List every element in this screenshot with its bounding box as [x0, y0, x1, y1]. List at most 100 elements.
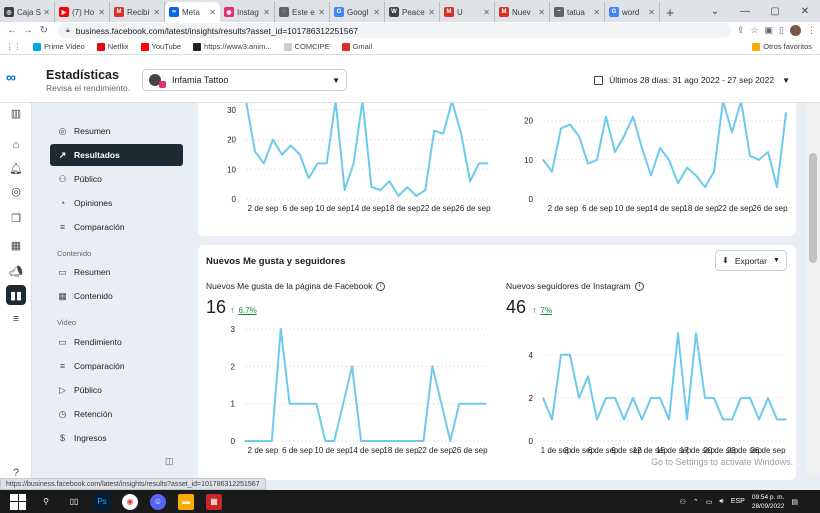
account-selector[interactable]: Infamia Tattoo ▼ [142, 69, 347, 91]
data-point[interactable] [413, 440, 416, 442]
data-point[interactable] [551, 418, 553, 421]
tab-close-icon[interactable]: ✕ [373, 7, 380, 17]
data-point[interactable] [731, 418, 733, 421]
bookmark-item[interactable]: Gmail [341, 42, 372, 51]
file-explorer-icon[interactable]: ▬ [178, 493, 194, 510]
data-point[interactable] [431, 365, 434, 367]
data-point[interactable] [704, 397, 706, 399]
language-indicator[interactable]: ESP [730, 498, 745, 505]
data-point[interactable] [695, 174, 697, 177]
calendar-grid-icon[interactable]: ▦ [10, 239, 22, 252]
data-point[interactable] [668, 159, 670, 161]
data-point[interactable] [244, 440, 246, 442]
tab-close-icon[interactable]: ✕ [43, 7, 50, 17]
scrollbar-thumb[interactable] [809, 153, 817, 263]
data-point[interactable] [614, 151, 616, 153]
sidebar-item[interactable]: ⚇ Público [50, 168, 183, 190]
sidebar-item[interactable]: ◷ Retención [50, 403, 183, 425]
tab-close-icon[interactable]: ✕ [209, 7, 216, 17]
data-point[interactable] [569, 354, 571, 356]
sidebar-item[interactable]: ▦ Contenido [50, 285, 183, 307]
data-point[interactable] [569, 123, 571, 126]
tools-icon[interactable]: ▥ [10, 107, 22, 120]
content-icon[interactable]: ❐ [11, 212, 21, 225]
data-point[interactable] [388, 180, 391, 182]
data-point[interactable] [422, 440, 425, 442]
task-view-icon[interactable]: ▯▯ [69, 497, 79, 506]
data-point[interactable] [397, 195, 399, 197]
all-tools-icon[interactable]: ≡ [12, 313, 20, 325]
bookmark-item[interactable]: https://www3.anim... [193, 42, 272, 51]
profile-avatar[interactable] [790, 25, 801, 36]
data-point[interactable] [605, 116, 607, 118]
data-point[interactable] [686, 167, 688, 169]
data-point[interactable] [308, 177, 310, 179]
data-point[interactable] [370, 186, 373, 188]
maximize-icon[interactable]: ▢ [770, 5, 780, 17]
browser-tab[interactable]: ◎ Caja S ✕ [0, 2, 55, 22]
export-button[interactable]: ⬇ Exportar ▼ [715, 250, 787, 271]
data-point[interactable] [326, 162, 328, 164]
ads-icon[interactable]: 📣︎ [9, 265, 23, 278]
data-point[interactable] [587, 163, 589, 165]
data-point[interactable] [396, 440, 398, 442]
app-icon[interactable]: ▦ [206, 493, 222, 510]
collapse-sidebar-icon[interactable]: ◫ [165, 456, 174, 466]
reload-icon[interactable]: ↻ [39, 25, 49, 36]
data-point[interactable] [433, 130, 435, 132]
data-point[interactable] [253, 440, 255, 442]
browser-tab[interactable]: M Nuev ✕ [495, 2, 550, 22]
data-point[interactable] [289, 403, 291, 405]
sidebar-item[interactable]: ▭ Resumen [50, 261, 183, 283]
data-point[interactable] [623, 135, 625, 137]
sidebar-item[interactable]: ◔ Opiniones [50, 192, 183, 214]
data-point[interactable] [440, 403, 442, 405]
data-point[interactable] [560, 127, 562, 130]
extension-icon[interactable]: ▣ [764, 25, 774, 35]
data-point[interactable] [713, 170, 715, 173]
data-point[interactable] [290, 144, 292, 147]
data-point[interactable] [415, 195, 417, 197]
tab-close-icon[interactable]: ✕ [98, 7, 105, 17]
data-point[interactable] [542, 397, 544, 399]
browser-tab[interactable]: G Googl ✕ [330, 2, 385, 22]
photoshop-icon[interactable]: Ps [94, 493, 110, 510]
data-point[interactable] [469, 180, 471, 182]
tab-close-icon[interactable]: ✕ [593, 7, 600, 17]
data-point[interactable] [315, 403, 318, 405]
tab-close-icon[interactable]: ✕ [648, 7, 655, 17]
data-point[interactable] [596, 159, 598, 161]
data-point[interactable] [695, 332, 697, 334]
data-point[interactable] [387, 440, 389, 442]
close-icon[interactable]: ✕ [800, 5, 810, 17]
instagram-followers-delta-value[interactable]: 7% [540, 305, 553, 315]
data-point[interactable] [767, 397, 769, 399]
data-point[interactable] [343, 189, 346, 191]
new-tab-button[interactable]: + [666, 4, 674, 20]
data-point[interactable] [785, 418, 787, 421]
tab-close-icon[interactable]: ✕ [153, 7, 160, 17]
back-icon[interactable]: ← [7, 25, 17, 36]
data-point[interactable] [297, 403, 300, 405]
browser-tab[interactable]: ◌ Este e ✕ [275, 2, 330, 22]
chevron-up-icon[interactable]: ⌃ [692, 498, 699, 506]
chevron-down-icon[interactable]: ⌄ [710, 5, 720, 17]
data-point[interactable] [587, 375, 589, 377]
sidepanel-icon[interactable]: ▯ [779, 25, 784, 35]
apps-icon[interactable]: ⋮⋮ [6, 42, 21, 51]
data-point[interactable] [551, 170, 553, 173]
data-point[interactable] [776, 186, 778, 188]
windows-start-icon[interactable] [10, 493, 26, 510]
data-point[interactable] [632, 397, 634, 399]
sidebar-item[interactable]: $ Ingresos [50, 427, 183, 449]
data-point[interactable] [605, 397, 607, 399]
date-range-selector[interactable]: Últimos 28 días: 31 ago 2022 - 27 sep 20… [594, 75, 790, 85]
star-icon[interactable]: ☆ [750, 25, 759, 35]
data-point[interactable] [306, 403, 309, 405]
data-point[interactable] [560, 354, 562, 356]
bookmark-item[interactable]: Prime Video [33, 42, 85, 51]
data-point[interactable] [686, 418, 688, 421]
data-point[interactable] [578, 135, 580, 137]
tab-close-icon[interactable]: ✕ [483, 7, 490, 17]
